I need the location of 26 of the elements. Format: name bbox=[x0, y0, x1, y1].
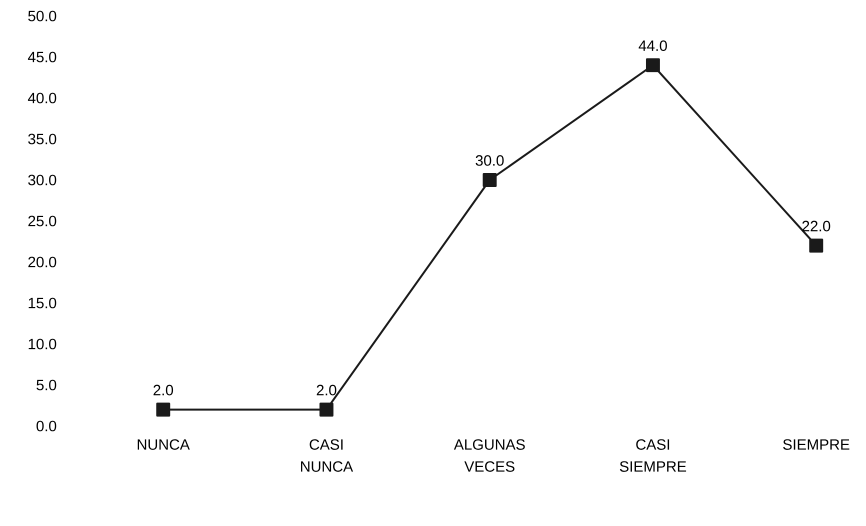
y-tick-label: 40.0 bbox=[28, 92, 56, 104]
y-tick-label: 30.0 bbox=[28, 174, 56, 186]
point bbox=[156, 402, 170, 417]
point bbox=[482, 173, 497, 187]
y-tick-label: 5.0 bbox=[36, 380, 56, 390]
point bbox=[809, 238, 824, 253]
x-tick-label: NUNCA bbox=[138, 439, 190, 450]
data-label: 2.0 bbox=[316, 384, 336, 396]
y-tick-label: 25.0 bbox=[28, 216, 56, 226]
data-label: 30.0 bbox=[476, 155, 504, 166]
x-tick-label: CASI NUNCA bbox=[301, 439, 354, 472]
point bbox=[319, 402, 334, 417]
y-tick-label: 15.0 bbox=[28, 298, 56, 308]
y-tick-label: 20.0 bbox=[28, 256, 56, 268]
data-label: 44.0 bbox=[638, 40, 667, 51]
point bbox=[646, 58, 660, 72]
y-tick-label: 35.0 bbox=[28, 134, 56, 144]
y-tick-label: 50.0 bbox=[28, 10, 56, 22]
data-label: 22.0 bbox=[802, 220, 830, 232]
x-tick-label: ALGUNAS VECES bbox=[454, 439, 525, 472]
x-tick-label: SIEMPRE bbox=[783, 439, 850, 450]
x-tick-label: CASI SIEMPRE bbox=[620, 439, 686, 472]
data-label: 2.0 bbox=[154, 384, 174, 396]
y-tick-label: 45.0 bbox=[28, 52, 56, 62]
y-tick-label: 0.0 bbox=[36, 420, 56, 432]
y-tick-label: 10.0 bbox=[28, 338, 56, 350]
